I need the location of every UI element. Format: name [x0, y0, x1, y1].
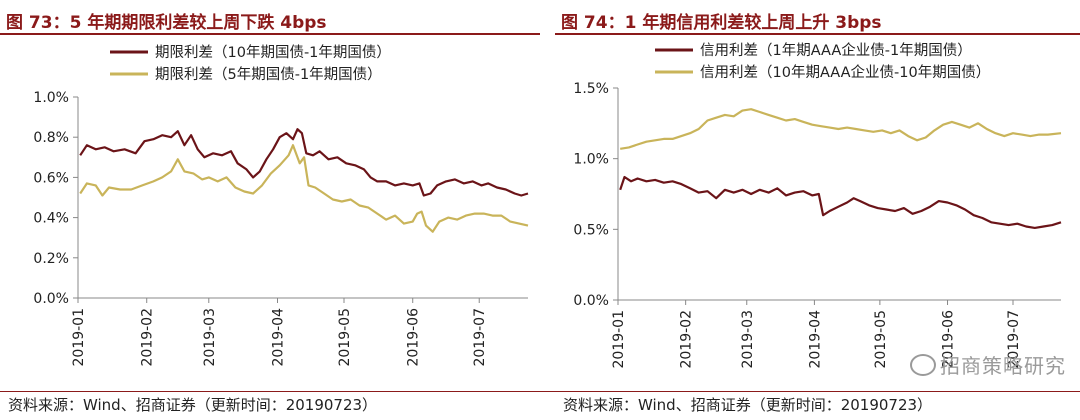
chart-title: 图 74：1 年期信用利差较上周上升 3bps [561, 13, 882, 33]
axes: 0.0% 0.2% 0.4% 0.6% 0.8% 1.0% 2019-01 2019-02 20… [33, 90, 528, 367]
source-note: 资料来源：Wind、招商证券（更新时间：20190723） [563, 396, 933, 414]
source-note: 资料来源：Wind、招商证券（更新时间：20190723） [8, 396, 378, 414]
y-tick-label: 1.0% [33, 90, 69, 106]
legend-label: 信用利差（1年期AAA企业债-1年期国债） [700, 41, 972, 59]
axes: 0.0% 0.5% 1.0% 1.5% 2019-01 2019-02 2019-03 201… [573, 81, 1061, 369]
title-divider [555, 33, 1080, 35]
legend-label: 信用利差（10年期AAA企业债-10年期国债） [700, 63, 990, 81]
legend-label: 期限利差（5年期国债-1年期国债） [155, 66, 382, 83]
credit-spread-chart: 0.0% 0.5% 1.0% 1.5% 2019-01 2019-02 2019-03 201… [573, 41, 1062, 369]
legend: 期限利差（10年期国债-1年期国债） 期限利差（5年期国债-1年期国债） [110, 44, 391, 83]
chart-panel-left: 图 73：5 年期期限利差较上周下跌 4bps 0.0% 0.2% 0.4% 0.6%… [0, 0, 540, 390]
x-tick-label: 2019-01 [71, 308, 87, 367]
x-tick-label: 2019-07 [472, 308, 488, 367]
y-tick-label: 1.5% [573, 81, 609, 97]
x-tick-label: 2019-04 [271, 308, 287, 367]
y-tick-label: 0.8% [33, 130, 69, 146]
legend: 信用利差（1年期AAA企业债-1年期国债） 信用利差（10年期AAA企业债-10年… [655, 41, 990, 81]
series-line-2 [79, 144, 529, 233]
x-tick-label: 2019-04 [807, 310, 823, 369]
x-tick-label: 2019-01 [611, 310, 627, 369]
x-tick-label: 2019-03 [202, 308, 218, 367]
x-tick-label: 2019-06 [941, 310, 957, 369]
x-tick-label: 2019-05 [337, 308, 353, 367]
y-tick-label: 0.6% [33, 170, 69, 186]
series-line-1 [619, 175, 1062, 229]
wechat-icon [910, 354, 936, 376]
y-tick-label: 0.0% [33, 291, 69, 307]
title-divider [0, 33, 540, 35]
x-tick-label: 2019-02 [140, 308, 156, 367]
x-tick-label: 2019-07 [1006, 310, 1022, 369]
x-tick-label: 2019-03 [740, 310, 756, 369]
y-tick-label: 1.0% [573, 152, 609, 168]
watermark-text: 招商策略研究 [940, 354, 1066, 378]
y-tick-label: 0.5% [573, 222, 609, 238]
y-tick-label: 0.4% [33, 211, 69, 227]
y-tick-label: 0.0% [573, 293, 609, 309]
y-tick-label: 0.2% [33, 251, 69, 267]
x-tick-label: 2019-05 [873, 310, 889, 369]
legend-label: 期限利差（10年期国债-1年期国债） [155, 44, 391, 61]
chart-title: 图 73：5 年期期限利差较上周下跌 4bps [6, 13, 327, 33]
term-spread-chart: 0.0% 0.2% 0.4% 0.6% 0.8% 1.0% 2019-01 2019-02 20… [33, 44, 529, 367]
footer: 资料来源：Wind、招商证券（更新时间：20190723） 资料来源：Wind、… [0, 391, 1080, 420]
chart-panel-right: 图 74：1 年期信用利差较上周上升 3bps 0.0% 0.5% 1.0% 1.5%… [555, 0, 1080, 390]
series-line-1 [79, 128, 529, 197]
watermark: 招商策略研究 [910, 350, 1066, 379]
x-tick-label: 2019-02 [679, 310, 695, 369]
series-line-2 [620, 108, 1062, 150]
x-tick-label: 2019-06 [406, 308, 422, 367]
